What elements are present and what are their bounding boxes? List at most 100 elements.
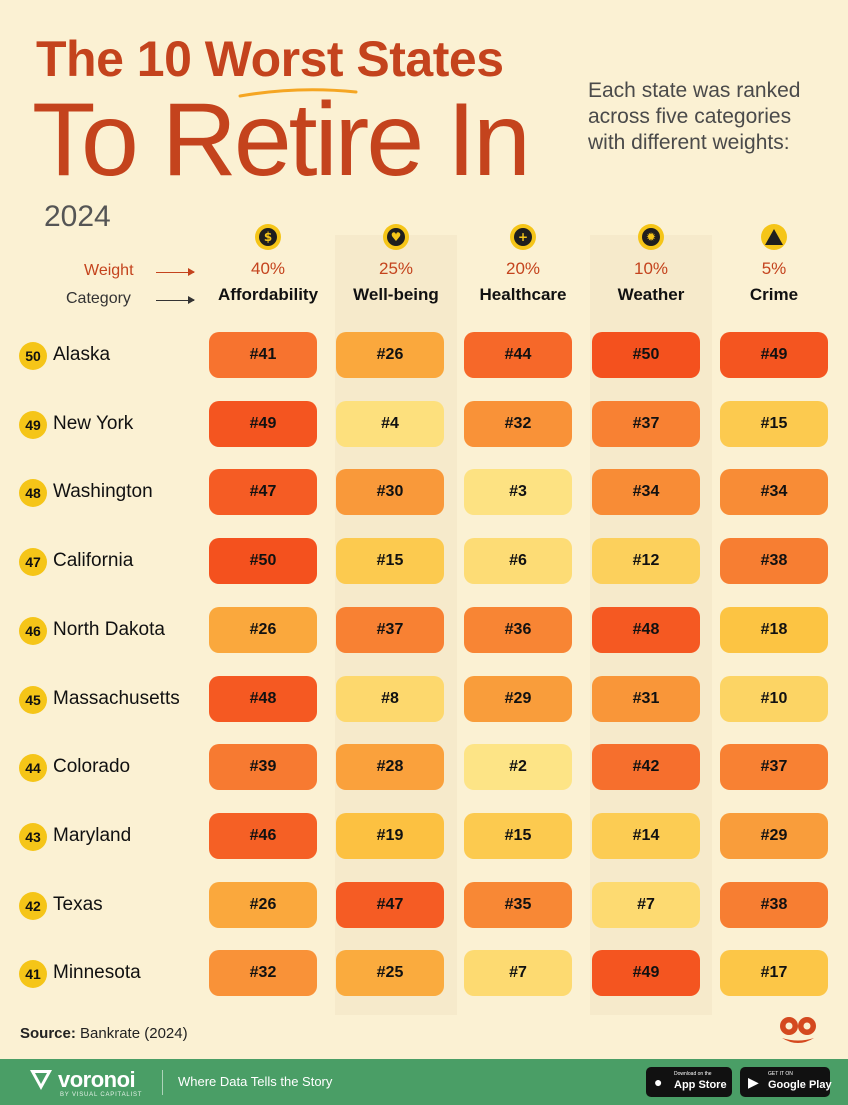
rank-cell-affordability: #47: [209, 469, 317, 515]
rank-cell-healthcare: #15: [464, 813, 572, 859]
source-note: Source: Bankrate (2024): [20, 1025, 188, 1042]
overall-rank-badge: 49: [19, 411, 47, 439]
app-store-label: App Store: [674, 1079, 727, 1091]
footer-bar: voronoi BY VISUAL CAPITALIST Where Data …: [0, 1059, 848, 1105]
category-header-affordability: $ 40% Affordability: [203, 224, 333, 305]
category-label: Category: [66, 290, 131, 307]
category-weight: 5%: [761, 259, 787, 278]
table-row: 49 New York #49 #4 #32 #37 #15: [0, 401, 848, 449]
rank-cell-weather: #37: [592, 401, 700, 447]
rank-cell-affordability: #26: [209, 882, 317, 928]
footer-divider: [162, 1070, 163, 1095]
rank-cell-weather: #12: [592, 538, 700, 584]
rank-cell-healthcare: #32: [464, 401, 572, 447]
table-row: 42 Texas #26 #47 #35 #7 #38: [0, 882, 848, 930]
rank-cell-weather: #42: [592, 744, 700, 790]
state-name: North Dakota: [53, 619, 165, 640]
overall-rank-badge: 43: [19, 823, 47, 851]
rank-cell-healthcare: #36: [464, 607, 572, 653]
category-weight: 20%: [505, 259, 541, 278]
rank-cell-healthcare: #35: [464, 882, 572, 928]
apple-icon: ●: [654, 1074, 663, 1090]
rank-cell-crime: #15: [720, 401, 828, 447]
rank-cell-crime: #17: [720, 950, 828, 996]
brand-name: voronoi: [58, 1067, 136, 1092]
title-line-1: The 10 Worst States: [36, 31, 504, 87]
rank-cell-healthcare: #3: [464, 469, 572, 515]
table-row: 46 North Dakota #26 #37 #36 #48 #18: [0, 607, 848, 655]
table-row: 41 Minnesota #32 #25 #7 #49 #17: [0, 950, 848, 998]
rank-cell-affordability: #49: [209, 401, 317, 447]
voronoi-logo-icon: [30, 1070, 52, 1090]
rank-cell-wellbeing: #47: [336, 882, 444, 928]
mascot-logo-icon: [780, 1017, 816, 1043]
weight-arrow-icon: [156, 268, 195, 276]
rank-cell-wellbeing: #28: [336, 744, 444, 790]
google-play-label: Google Play: [768, 1079, 832, 1091]
sun-icon: ✹: [638, 224, 664, 250]
intro-text: Each state was ranked across five catego…: [588, 78, 838, 156]
rank-cell-weather: #31: [592, 676, 700, 722]
table-row: 44 Colorado #39 #28 #2 #42 #37: [0, 744, 848, 792]
footer-tagline: Where Data Tells the Story: [178, 1074, 333, 1089]
rank-cell-wellbeing: #37: [336, 607, 444, 653]
rank-cell-affordability: #32: [209, 950, 317, 996]
rank-cell-healthcare: #2: [464, 744, 572, 790]
rank-cell-weather: #50: [592, 332, 700, 378]
play-icon: ▶: [748, 1074, 759, 1090]
brand-subtitle: BY VISUAL CAPITALIST: [60, 1092, 143, 1098]
state-name: Colorado: [53, 756, 131, 777]
state-name: Texas: [53, 894, 103, 915]
rank-cell-crime: #10: [720, 676, 828, 722]
rank-cell-crime: #29: [720, 813, 828, 859]
category-weight: 10%: [633, 259, 669, 278]
category-name: Healthcare: [479, 285, 567, 304]
category-header-wellbeing: ♥ 25% Well-being: [331, 224, 461, 305]
rank-cell-affordability: #46: [209, 813, 317, 859]
table-row: 50 Alaska #41 #26 #44 #50 #49: [0, 332, 848, 380]
category-name: Affordability: [217, 285, 319, 304]
rank-cell-wellbeing: #26: [336, 332, 444, 378]
rank-cell-wellbeing: #15: [336, 538, 444, 584]
rank-cell-healthcare: #6: [464, 538, 572, 584]
rank-cell-crime: #18: [720, 607, 828, 653]
rank-cell-affordability: #26: [209, 607, 317, 653]
hospital-icon: +: [510, 224, 536, 250]
rank-cell-crime: #37: [720, 744, 828, 790]
category-header-healthcare: + 20% Healthcare: [458, 224, 588, 305]
category-arrow-icon: [156, 296, 195, 304]
source-label: Source:: [20, 1025, 76, 1042]
rank-cell-weather: #48: [592, 607, 700, 653]
rank-cell-healthcare: #29: [464, 676, 572, 722]
rank-cell-weather: #49: [592, 950, 700, 996]
overall-rank-badge: 48: [19, 479, 47, 507]
category-name: Crime: [749, 285, 799, 304]
app-store-button[interactable]: ● Download on the App Store: [646, 1067, 732, 1097]
heart-icon: ♥: [383, 224, 409, 250]
rank-cell-affordability: #48: [209, 676, 317, 722]
title-line-2: To Retire In: [32, 82, 531, 198]
intro-line: Each state was ranked: [588, 79, 801, 102]
intro-line: with different weights:: [588, 131, 790, 154]
rank-cell-weather: #14: [592, 813, 700, 859]
google-play-button[interactable]: ▶ GET IT ON Google Play: [740, 1067, 832, 1097]
dollar-icon: $: [255, 224, 281, 250]
title-underline: [238, 88, 358, 98]
rank-cell-affordability: #50: [209, 538, 317, 584]
category-weight: 40%: [250, 259, 286, 278]
table-row: 48 Washington #47 #30 #3 #34 #34: [0, 469, 848, 517]
table-row: 45 Massachusetts #48 #8 #29 #31 #10: [0, 676, 848, 724]
rank-cell-healthcare: #44: [464, 332, 572, 378]
overall-rank-badge: 42: [19, 892, 47, 920]
state-name: Minnesota: [53, 962, 141, 983]
rank-cell-wellbeing: #8: [336, 676, 444, 722]
intro-line: across five categories: [588, 105, 792, 128]
overall-rank-badge: 50: [19, 342, 47, 370]
rank-cell-wellbeing: #25: [336, 950, 444, 996]
overall-rank-badge: 46: [19, 617, 47, 645]
state-name: New York: [53, 413, 134, 434]
category-weight: 25%: [378, 259, 414, 278]
rank-cell-wellbeing: #30: [336, 469, 444, 515]
rank-cell-crime: #49: [720, 332, 828, 378]
source-text: Bankrate (2024): [80, 1025, 188, 1042]
